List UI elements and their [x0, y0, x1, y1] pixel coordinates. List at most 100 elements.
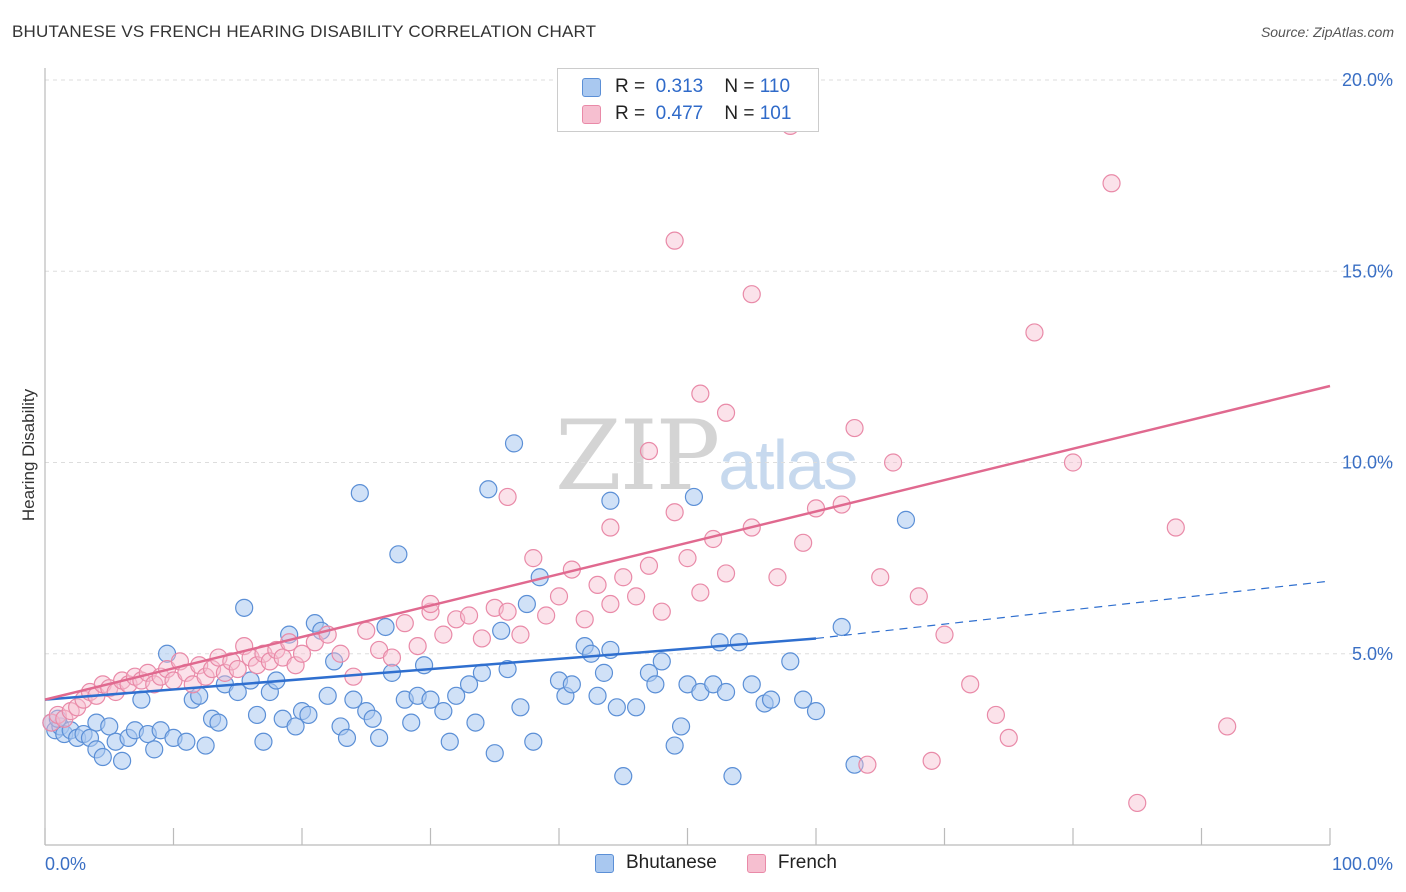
bhutanese-point	[562, 675, 581, 694]
bhutanese-point	[402, 713, 421, 732]
french-point	[1025, 323, 1044, 342]
french-point	[858, 755, 877, 774]
bhutanese-trend-line	[44, 637, 817, 701]
french-point	[286, 656, 305, 675]
source-label: Source: ZipAtlas.com	[1260, 24, 1394, 40]
french-point	[331, 644, 350, 663]
bhutanese-point	[235, 598, 254, 617]
bhutanese-point	[684, 487, 704, 507]
bhutanese-point	[254, 732, 273, 751]
bhutanese-point	[434, 702, 453, 721]
series-legend: Bhutanese French	[595, 852, 867, 874]
bhutanese-point	[350, 484, 369, 503]
bhutanese-point	[652, 652, 671, 671]
bhutanese-point	[781, 652, 800, 671]
legend-n-label: N =	[724, 103, 755, 124]
bhutanese-point	[363, 709, 382, 728]
bhutanese-point	[112, 751, 132, 770]
french-point	[922, 751, 941, 770]
x-tick-label: 0.0%	[45, 854, 86, 874]
french-point	[511, 625, 530, 644]
french-point	[639, 556, 659, 575]
bhutanese-point	[524, 732, 543, 751]
french-point	[742, 285, 761, 304]
bhutanese-point	[845, 755, 864, 774]
bhutanese-point	[729, 633, 749, 652]
french-point	[575, 610, 594, 629]
bhutanese-point	[389, 545, 408, 564]
bhutanese-point	[93, 747, 112, 767]
bhutanese-point	[671, 717, 691, 736]
french-point	[498, 487, 517, 507]
french-point	[395, 614, 414, 633]
french-point	[909, 587, 928, 606]
bhutanese-point	[517, 594, 536, 614]
french-swatch	[746, 853, 766, 873]
french-point	[472, 629, 491, 648]
french-point	[999, 728, 1018, 748]
legend-r-value: 0.477	[655, 103, 704, 124]
bhutanese-point	[601, 491, 620, 510]
bhutanese-point	[716, 682, 736, 702]
bhutanese-point	[479, 480, 498, 499]
french-point	[665, 503, 684, 522]
bhutanese-points	[42, 434, 916, 786]
french-point	[845, 418, 864, 438]
french-point	[1063, 453, 1083, 472]
bhutanese-point	[247, 705, 267, 725]
french-point	[716, 564, 736, 583]
french-point	[716, 403, 736, 422]
bhutanese-point	[511, 698, 530, 717]
french-point	[794, 533, 813, 552]
bhutanese-point	[806, 702, 826, 721]
french-point	[588, 575, 607, 595]
legend-label-french: French	[777, 852, 837, 873]
bhutanese-point	[447, 686, 466, 705]
bhutanese-point	[472, 663, 491, 682]
bhutanese-point	[588, 686, 607, 705]
french-point	[498, 602, 517, 621]
bhutanese-point	[318, 686, 337, 705]
legend-label-bhutanese: Bhutanese	[626, 852, 717, 873]
legend-item-french: French	[746, 852, 837, 874]
french-swatch	[582, 104, 601, 124]
french-point	[678, 549, 697, 568]
bhutanese-point	[196, 736, 215, 755]
bhutanese-point	[440, 732, 459, 751]
legend-row-french: R = 0.477 N = 101	[582, 103, 791, 125]
bhutanese-point	[794, 690, 813, 709]
french-point	[292, 644, 312, 663]
bhutanese-point	[896, 510, 916, 529]
bhutanese-point	[582, 644, 601, 663]
x-tick-label: 100.0%	[1332, 854, 1393, 874]
watermark-atlas: atlas	[718, 426, 858, 504]
bhutanese-swatch	[595, 853, 614, 873]
bhutanese-point	[646, 675, 665, 694]
french-point	[961, 675, 980, 694]
bhutanese-point	[299, 705, 318, 725]
french-point	[665, 231, 684, 250]
french-point	[537, 606, 556, 625]
bhutanese-point	[614, 767, 633, 786]
bhutanese-point	[742, 675, 761, 694]
french-point	[806, 499, 826, 518]
french-trend-line	[44, 384, 1331, 701]
french-point	[1166, 518, 1185, 537]
french-point	[382, 648, 402, 667]
legend-r-label: R =	[615, 76, 646, 97]
legend-n-value: 101	[759, 103, 792, 124]
french-point	[408, 636, 427, 656]
bhutanese-point	[286, 717, 305, 736]
french-point	[691, 583, 710, 602]
trend-lines	[44, 384, 1331, 701]
bhutanese-point	[710, 633, 729, 652]
stats-legend: R = 0.313 N = 110 R = 0.477 N = 101	[557, 68, 819, 132]
bhutanese-point	[504, 434, 524, 453]
french-point	[549, 587, 569, 606]
french-point	[614, 568, 633, 587]
bhutanese-swatch	[582, 77, 601, 97]
french-point	[357, 621, 376, 640]
bhutanese-point	[498, 659, 517, 679]
french-point	[459, 606, 479, 625]
